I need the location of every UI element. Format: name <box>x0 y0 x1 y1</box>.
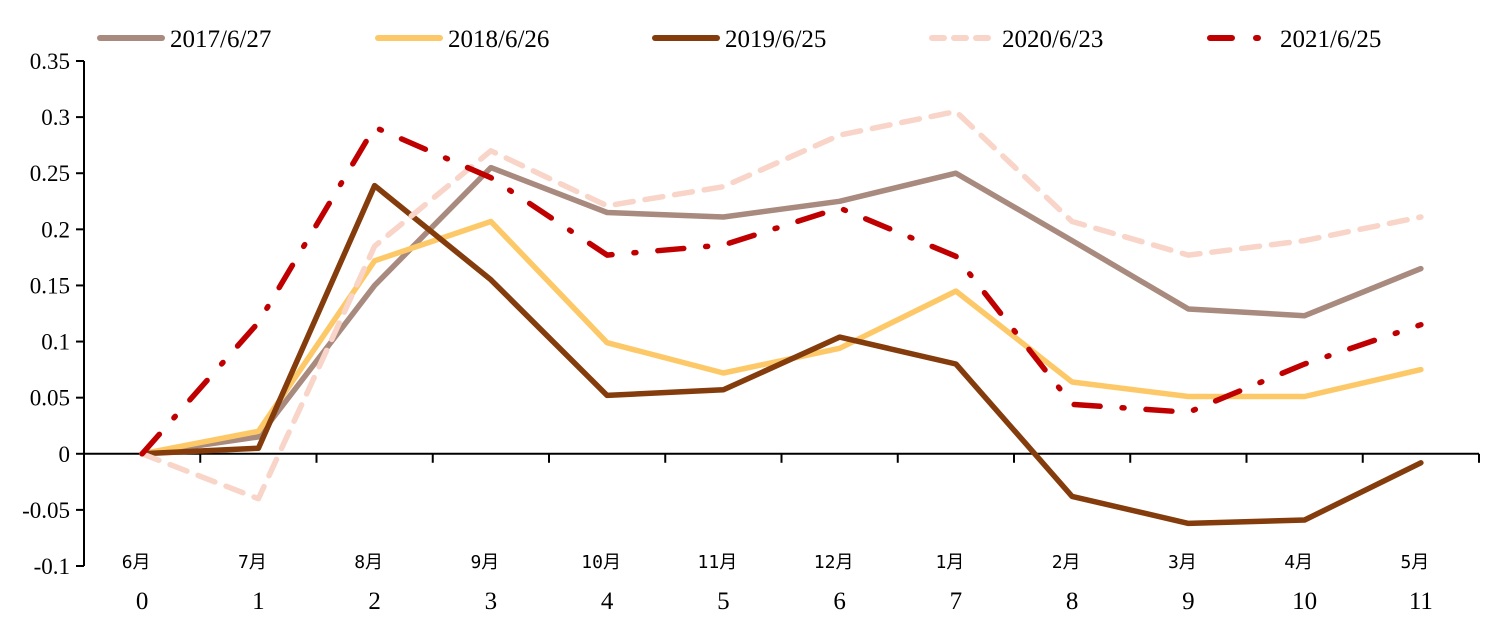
legend-item: 2020/6/23 <box>929 26 1103 53</box>
x-month-label: 3月 <box>1168 552 1197 573</box>
x-month-label: 9月 <box>470 552 499 573</box>
y-tick-label: 0.2 <box>41 217 70 242</box>
x-month-label: 11月 <box>698 552 738 573</box>
legend: 2017/6/27 2018/6/26 2019/6/25 2020/6/23 2021… <box>97 26 1381 53</box>
series-line-2020-6-23 <box>139 108 1424 502</box>
series-line-2021-6-25 <box>139 124 1424 457</box>
y-tick-label: -0.1 <box>34 554 70 579</box>
y-tick-label: 0 <box>59 442 71 467</box>
legend-label: 2017/6/27 <box>170 26 271 53</box>
legend-label: 2018/6/26 <box>448 26 549 53</box>
y-axis: 0.35 0.3 0.25 0.2 0.15 0.1 0.05 0 -0.05 -0.1 <box>22 49 85 579</box>
x-month-label: 12月 <box>814 552 854 573</box>
x-tick-label: 8 <box>1066 588 1079 615</box>
series-line-2017-6-27 <box>139 164 1424 457</box>
y-tick-label: 0.05 <box>30 386 70 411</box>
x-month-label: 10月 <box>581 552 621 573</box>
x-tick-label: 11 <box>1409 588 1433 615</box>
x-tick-label: 9 <box>1182 588 1195 615</box>
series-line-2019-6-25 <box>139 182 1424 527</box>
x-tick-label: 4 <box>601 588 614 615</box>
y-tick-label: 0.15 <box>30 273 70 298</box>
legend-item: 2017/6/27 <box>97 26 271 53</box>
x-month-label: 1月 <box>935 552 964 573</box>
x-month-label: 5月 <box>1400 552 1429 573</box>
x-tick-label: 0 <box>136 588 149 615</box>
y-tick-label: 0.35 <box>30 49 70 74</box>
x-tick-label: 10 <box>1292 588 1317 615</box>
x-tick-label: 3 <box>485 588 498 615</box>
y-tick-label: 0.1 <box>41 330 70 355</box>
legend-item: 2021/6/25 <box>1207 26 1381 53</box>
x-month-label: 7月 <box>238 552 267 573</box>
x-month-label: 2月 <box>1052 552 1081 573</box>
y-tick-label: -0.05 <box>22 498 70 523</box>
x-tick-label: 2 <box>368 588 381 615</box>
y-tick-label: 0.3 <box>41 105 70 130</box>
x-axis: 6月 7月 8月 9月 10月 11月 12月 1月 2月 3月 4月 5月 0 1 2 3 4 5 6 7 8 9 10 1… <box>84 452 1480 615</box>
legend-item: 2018/6/26 <box>375 26 549 53</box>
legend-label: 2021/6/25 <box>1280 26 1381 53</box>
legend-label: 2020/6/23 <box>1002 26 1103 53</box>
x-month-label: 6月 <box>122 552 151 573</box>
x-month-label: 8月 <box>354 552 383 573</box>
x-tick-label: 5 <box>717 588 730 615</box>
legend-item: 2019/6/25 <box>652 26 826 53</box>
y-tick-label: 0.25 <box>30 161 70 186</box>
series-layer <box>139 108 1424 527</box>
x-month-label: 4月 <box>1284 552 1313 573</box>
x-tick-label: 7 <box>950 588 963 615</box>
legend-label: 2019/6/25 <box>725 26 826 53</box>
x-tick-label: 6 <box>833 588 846 615</box>
x-tick-label: 1 <box>252 588 265 615</box>
